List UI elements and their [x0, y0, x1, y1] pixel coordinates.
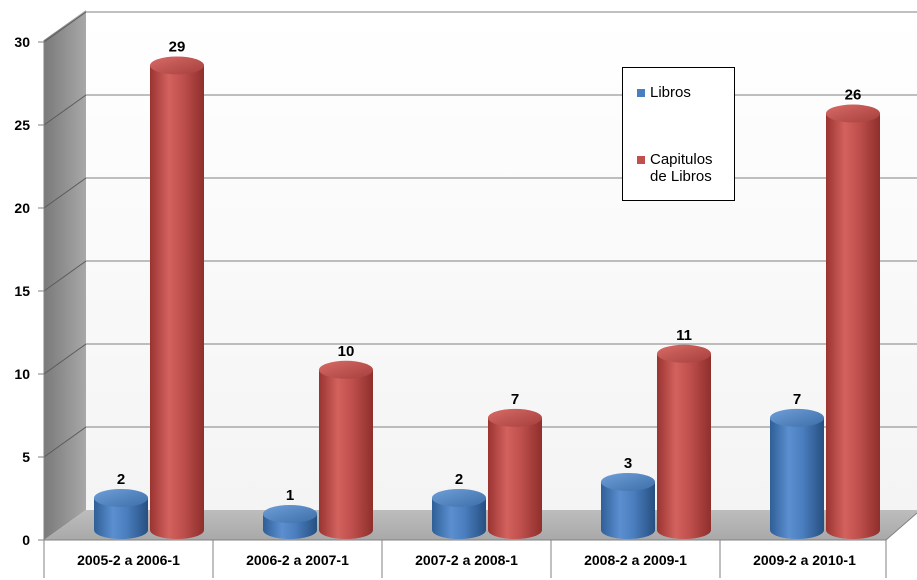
- y-tick-label: 0: [22, 532, 30, 548]
- bar-capitulos-3: [488, 408, 542, 539]
- x-tick-label: 2006-2 a 2007-1: [246, 552, 349, 568]
- legend-item-capitulos: Capitulos de Libros: [637, 151, 730, 185]
- bar-libros-2: [263, 504, 317, 539]
- data-label: 2: [117, 471, 125, 488]
- data-labels: 2 29 1 10 2 7 3 11 7 26: [117, 38, 862, 504]
- bar-libros-3: [432, 488, 486, 539]
- x-tick-label: 2007-2 a 2008-1: [415, 552, 518, 568]
- x-tick-label: 2005-2 a 2006-1: [77, 552, 180, 568]
- data-label: 7: [511, 391, 519, 408]
- legend: Libros Capitulos de Libros: [622, 67, 735, 201]
- gridline-side: [43, 177, 87, 209]
- data-label: 29: [169, 38, 186, 55]
- bars: [94, 56, 880, 540]
- bar-libros-4: [601, 472, 655, 539]
- x-tick-label: 2009-2 a 2010-1: [753, 552, 856, 568]
- gridline-side: [43, 94, 87, 126]
- y-tick-label: 25: [14, 117, 30, 133]
- y-tick-label: 20: [14, 200, 30, 216]
- x-axis: 2005-2 a 2006-1 2006-2 a 2007-1 2007-2 a 2…: [43, 539, 887, 578]
- bar-capitulos-2: [319, 360, 373, 539]
- legend-item-libros: Libros: [637, 84, 730, 101]
- bar-capitulos-5: [826, 104, 880, 540]
- legend-swatch-libros: [637, 89, 645, 97]
- data-label: 3: [624, 455, 632, 472]
- bar-libros-1: [94, 488, 148, 539]
- gridline-side: [43, 260, 87, 292]
- y-axis: 0 5 10 15 20 25 30: [14, 34, 45, 548]
- data-label: 1: [286, 487, 294, 504]
- bar-libros-5: [770, 408, 824, 539]
- y-tick-label: 30: [14, 34, 30, 50]
- y-tick-label: 10: [14, 366, 30, 382]
- bar-capitulos-4: [657, 344, 711, 539]
- legend-swatch-capitulos: [637, 156, 645, 164]
- gridline-side: [43, 11, 87, 43]
- gridline-side: [43, 343, 87, 375]
- data-label: 26: [845, 87, 862, 104]
- legend-label-libros: Libros: [650, 84, 691, 101]
- legend-label-capitulos: Capitulos de Libros: [650, 151, 713, 185]
- data-label: 10: [338, 343, 355, 360]
- data-label: 7: [793, 391, 801, 408]
- x-tick-label: 2008-2 a 2009-1: [584, 552, 687, 568]
- y-tick-label: 5: [22, 449, 30, 465]
- data-label: 2: [455, 471, 463, 488]
- y-tick-label: 15: [14, 283, 30, 299]
- gridline-side: [43, 426, 87, 458]
- bar-capitulos-1: [150, 56, 204, 539]
- side-wall: [44, 10, 86, 540]
- data-label: 11: [676, 327, 692, 344]
